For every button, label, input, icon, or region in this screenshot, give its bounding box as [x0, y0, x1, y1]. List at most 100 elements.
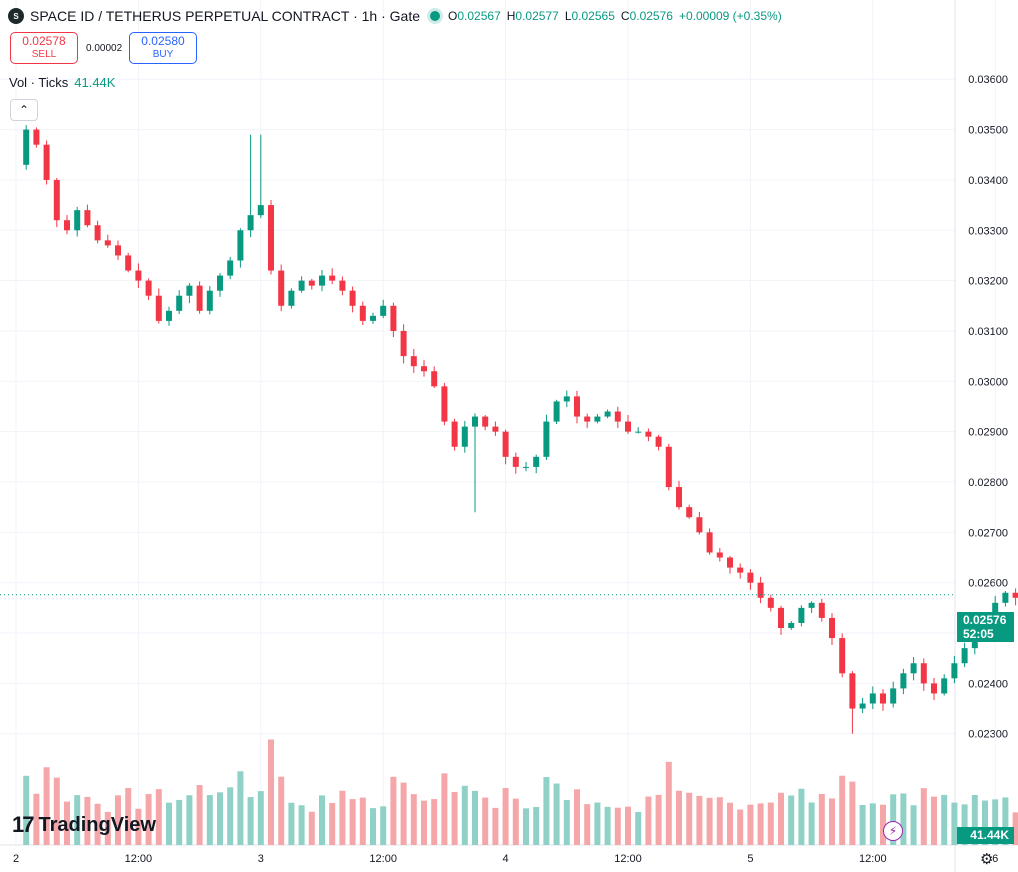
- candle-body: [370, 315, 376, 321]
- candle-body: [584, 416, 591, 422]
- candle-body: [268, 205, 274, 271]
- volume-bar: [941, 794, 948, 845]
- y-tick-label: 0.03200: [968, 276, 1008, 288]
- candle-body: [645, 431, 652, 437]
- candle-body: [808, 602, 815, 608]
- volume-legend-value: 41.44K: [74, 75, 116, 90]
- candle-body: [869, 693, 876, 704]
- volume-bar: [431, 799, 438, 845]
- candle-body: [288, 290, 295, 306]
- y-tick-label: 0.03100: [968, 326, 1008, 338]
- volume-bar: [625, 806, 631, 845]
- volume-bar: [778, 792, 784, 845]
- volume-bar: [971, 795, 978, 845]
- volume-bar: [380, 806, 387, 845]
- candle-body: [43, 144, 50, 180]
- volume-bar: [808, 802, 815, 845]
- exchange-logo: S: [8, 8, 24, 24]
- candle-body: [676, 487, 682, 508]
- sell-button[interactable]: 0.02578 SELL: [10, 32, 78, 64]
- candle-body: [829, 617, 835, 639]
- candle-body: [472, 416, 478, 427]
- volume-bar: [349, 799, 356, 845]
- y-tick-label: 0.02900: [968, 427, 1008, 439]
- candle-body: [686, 507, 693, 518]
- symbol-title[interactable]: SPACE ID / TETHERUS PERPETUAL CONTRACT ·…: [30, 8, 421, 24]
- volume-legend-label: Vol · Ticks: [9, 75, 69, 90]
- volume-bar: [880, 804, 886, 845]
- volume-bar: [869, 803, 876, 845]
- buy-button[interactable]: 0.02580 BUY: [129, 32, 197, 64]
- volume-bar: [308, 811, 315, 845]
- candle-body: [74, 210, 81, 231]
- volume-bar: [839, 775, 846, 845]
- x-tick-label: 6: [992, 853, 998, 865]
- volume-bar: [584, 804, 591, 845]
- volume-bar: [217, 792, 223, 845]
- chevron-up-icon: ⌃: [18, 103, 30, 117]
- volume-bar: [543, 777, 550, 845]
- tradingview-logo[interactable]: 17 TradingView: [12, 812, 156, 838]
- volume-bar: [94, 803, 101, 845]
- candle-body: [563, 396, 570, 402]
- volume-bar: [257, 791, 264, 845]
- volume-bar: [278, 776, 285, 845]
- candle-body: [1002, 592, 1009, 603]
- volume-bar: [686, 792, 693, 845]
- candle-body: [94, 225, 101, 241]
- volume-bar: [400, 782, 407, 845]
- spread-value: 0.00002: [86, 43, 123, 54]
- volume-bar: [594, 802, 601, 845]
- x-tick-label: 4: [503, 853, 509, 865]
- candle-body: [410, 356, 417, 367]
- volume-bar: [992, 799, 999, 845]
- candle-body: [400, 330, 407, 357]
- candle-body: [257, 205, 264, 216]
- volume-bar: [186, 795, 193, 845]
- volume-bar: [115, 795, 121, 845]
- candle-body: [788, 622, 795, 628]
- candle-body: [604, 411, 611, 417]
- candle-body: [176, 295, 183, 311]
- candle-body: [665, 446, 672, 488]
- x-tick-label: 12:00: [369, 853, 397, 865]
- volume-bar: [298, 805, 305, 845]
- y-tick-label: 0.02800: [968, 477, 1008, 489]
- volume-bar: [900, 793, 907, 845]
- candle-body: [512, 456, 519, 467]
- volume-bar: [125, 788, 132, 845]
- volume-bar: [727, 802, 733, 845]
- collapse-legend-button[interactable]: ⌃: [10, 99, 38, 121]
- volume-bar: [533, 806, 540, 845]
- last-price-value: 0.02576: [963, 613, 1007, 627]
- candle-body: [359, 305, 366, 321]
- candle-body: [53, 179, 60, 221]
- volume-bar: [390, 776, 397, 845]
- y-tick-label: 0.03400: [968, 175, 1008, 187]
- candle-body: [737, 567, 744, 573]
- volume-bar: [288, 802, 295, 845]
- volume-bar: [645, 796, 652, 845]
- x-tick-label: 5: [747, 853, 753, 865]
- volume-bar: [512, 798, 519, 845]
- volume-bar: [410, 794, 417, 845]
- candle-body: [635, 431, 642, 433]
- volume-bar: [461, 785, 468, 845]
- candle-body: [757, 582, 764, 598]
- volume-bar: [982, 800, 988, 845]
- candle-body: [278, 270, 285, 306]
- candle-body: [431, 371, 438, 387]
- lightning-icon[interactable]: ⚡: [883, 821, 903, 841]
- volume-bar: [502, 788, 509, 845]
- candle-body: [951, 663, 958, 679]
- y-tick-label: 0.02700: [968, 527, 1008, 539]
- candle-body: [247, 215, 254, 231]
- candle-body: [421, 366, 427, 372]
- candle-body: [349, 290, 356, 306]
- volume-bar: [33, 793, 40, 845]
- volume-legend[interactable]: Vol · Ticks 41.44K: [9, 75, 115, 90]
- gear-icon[interactable]: ⚙: [980, 851, 994, 868]
- volume-bar: [716, 797, 723, 845]
- volume-bar: [920, 788, 927, 845]
